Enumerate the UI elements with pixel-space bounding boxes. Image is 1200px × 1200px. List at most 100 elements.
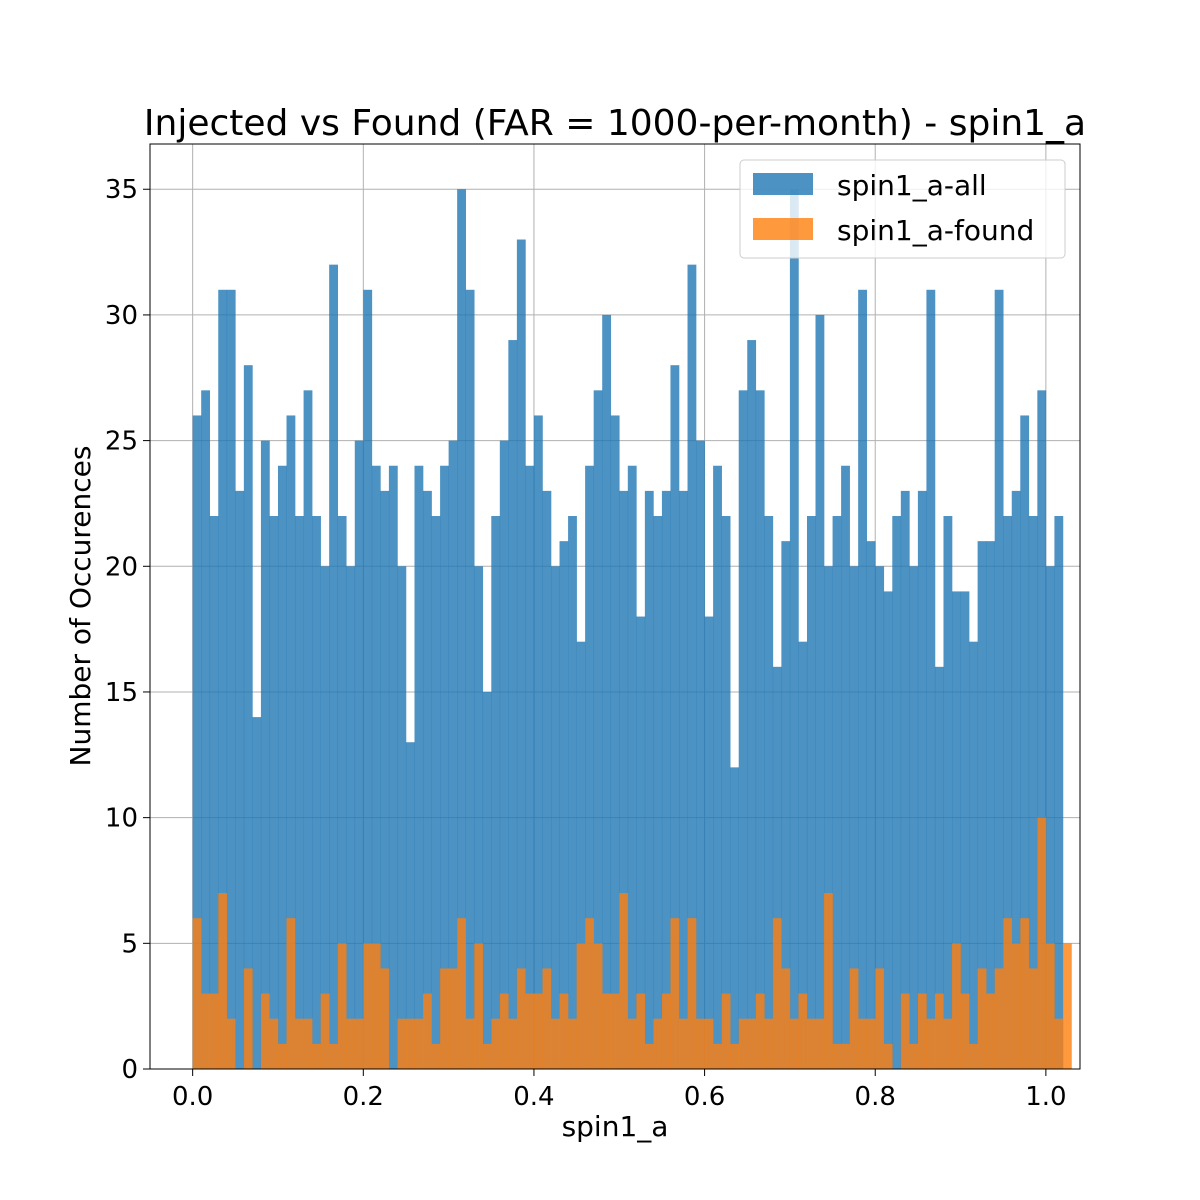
bar-found <box>755 993 765 1069</box>
bar-all <box>243 365 253 1069</box>
bar-all <box>866 541 876 1069</box>
y-tick-label: 20 <box>105 552 138 582</box>
bar-all <box>721 516 731 1069</box>
bar-found <box>917 993 927 1069</box>
bar-all <box>576 641 586 1069</box>
bar-found <box>798 993 808 1069</box>
legend-box <box>739 159 1066 259</box>
bar-found <box>585 918 594 1069</box>
bar-found <box>977 968 987 1069</box>
bar-found <box>414 1018 424 1069</box>
bar-all <box>542 490 552 1069</box>
bar-all <box>551 566 560 1069</box>
y-axis-label: Number of Occurences <box>64 446 97 767</box>
x-axis-ticks: 0.0 0.2 0.4 0.6 0.8 1.0 <box>172 1069 1067 1112</box>
bar-found <box>1003 918 1013 1069</box>
bar-all <box>218 289 228 1069</box>
bar-found <box>542 968 552 1069</box>
bar-all <box>320 566 330 1069</box>
bar-found <box>260 993 270 1069</box>
bar-found <box>875 968 885 1069</box>
bar-found <box>371 943 381 1069</box>
bar-found <box>824 893 833 1069</box>
bar-found <box>423 993 432 1069</box>
bar-found <box>218 893 228 1069</box>
x-tick-label: 1.0 <box>1025 1082 1066 1112</box>
bar-all <box>559 541 569 1069</box>
bar-all <box>832 516 842 1069</box>
bar-found <box>815 1018 825 1069</box>
bar-all <box>482 691 492 1069</box>
y-axis-ticks: 0 5 10 15 20 25 30 35 <box>105 175 150 1085</box>
y-tick-label: 25 <box>105 427 138 457</box>
x-tick-label: 0.0 <box>172 1082 213 1112</box>
bar-all <box>363 289 373 1069</box>
bar-found <box>926 1018 936 1069</box>
bar-found <box>295 1018 304 1069</box>
bar-all <box>789 189 799 1069</box>
bar-found <box>209 993 219 1069</box>
bar-all <box>354 440 364 1069</box>
bar-found <box>1045 943 1055 1069</box>
bar-found <box>269 1018 279 1069</box>
bar-found <box>431 1043 441 1069</box>
bar-found <box>516 968 526 1069</box>
bar-found <box>312 1043 321 1069</box>
bar-found <box>806 1018 816 1069</box>
bar-all <box>883 591 893 1069</box>
plot-area-frame <box>149 143 1081 1070</box>
bar-all <box>806 516 816 1069</box>
bar-found <box>499 993 509 1069</box>
bar-all <box>849 566 859 1069</box>
bar-found <box>934 993 944 1069</box>
bar-all <box>474 566 484 1069</box>
bar-found <box>491 1018 501 1069</box>
bar-all <box>798 641 808 1069</box>
bar-all <box>235 490 245 1069</box>
bar-all <box>934 666 944 1069</box>
bar-all <box>277 465 287 1069</box>
bar-found <box>627 1018 637 1069</box>
bar-found <box>653 1018 663 1069</box>
bar-found <box>696 1018 705 1069</box>
bar-found <box>440 968 449 1069</box>
bar-found <box>841 1043 850 1069</box>
bar-found <box>687 918 697 1069</box>
bar-found <box>551 1018 560 1069</box>
bar-all <box>371 465 381 1069</box>
bar-found <box>610 993 620 1069</box>
bar-all <box>440 465 449 1069</box>
series-all-bars <box>192 189 1064 1070</box>
bar-all <box>644 490 654 1069</box>
bar-all <box>824 566 833 1069</box>
bar-found <box>243 968 253 1069</box>
bar-found <box>1054 1018 1064 1069</box>
bar-found <box>713 1043 722 1069</box>
bar-all <box>986 541 995 1069</box>
bar-all <box>1028 516 1038 1069</box>
bar-all <box>192 415 202 1069</box>
bar-all <box>977 541 987 1069</box>
bar-found <box>730 1043 740 1069</box>
bar-found <box>286 918 296 1069</box>
bar-all <box>414 465 424 1069</box>
bar-all <box>747 340 757 1069</box>
bar-all <box>457 189 466 1069</box>
bar-all <box>943 516 953 1069</box>
bar-found <box>201 993 211 1069</box>
bar-found <box>568 1018 577 1069</box>
x-tick-label: 0.4 <box>513 1082 554 1112</box>
legend-label-all: spin1_a-all <box>837 169 987 202</box>
bar-found <box>764 1018 774 1069</box>
bar-all <box>670 365 680 1069</box>
bar-found <box>704 1018 714 1069</box>
bar-all <box>303 390 313 1069</box>
bar-found <box>789 1018 799 1069</box>
y-tick-label: 5 <box>121 929 138 959</box>
bar-all <box>585 465 594 1069</box>
bar-all <box>295 516 304 1069</box>
bar-found <box>866 1018 876 1069</box>
bar-all <box>593 390 603 1069</box>
bar-found <box>644 1043 654 1069</box>
x-tick-label: 0.8 <box>855 1082 896 1112</box>
